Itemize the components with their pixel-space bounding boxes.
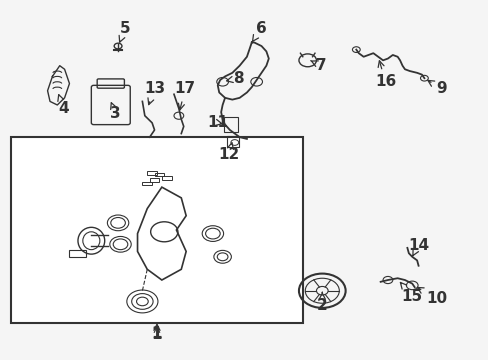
Text: 3: 3 — [110, 103, 121, 121]
Text: 17: 17 — [174, 81, 195, 110]
Text: 9: 9 — [427, 80, 446, 96]
FancyBboxPatch shape — [11, 137, 302, 323]
Text: 5: 5 — [119, 21, 130, 42]
Text: 16: 16 — [374, 61, 395, 89]
Text: 11: 11 — [207, 115, 228, 130]
Text: 1: 1 — [151, 327, 162, 342]
Text: 13: 13 — [143, 81, 165, 105]
Text: 14: 14 — [407, 238, 428, 256]
Text: 8: 8 — [226, 71, 244, 86]
Text: 10: 10 — [416, 288, 446, 306]
Text: 6: 6 — [252, 21, 266, 41]
Text: 4: 4 — [58, 95, 69, 116]
Text: 15: 15 — [400, 283, 422, 303]
Text: 1: 1 — [151, 323, 162, 341]
Text: 12: 12 — [218, 143, 239, 162]
Text: 7: 7 — [310, 58, 326, 73]
Text: 2: 2 — [316, 293, 327, 313]
